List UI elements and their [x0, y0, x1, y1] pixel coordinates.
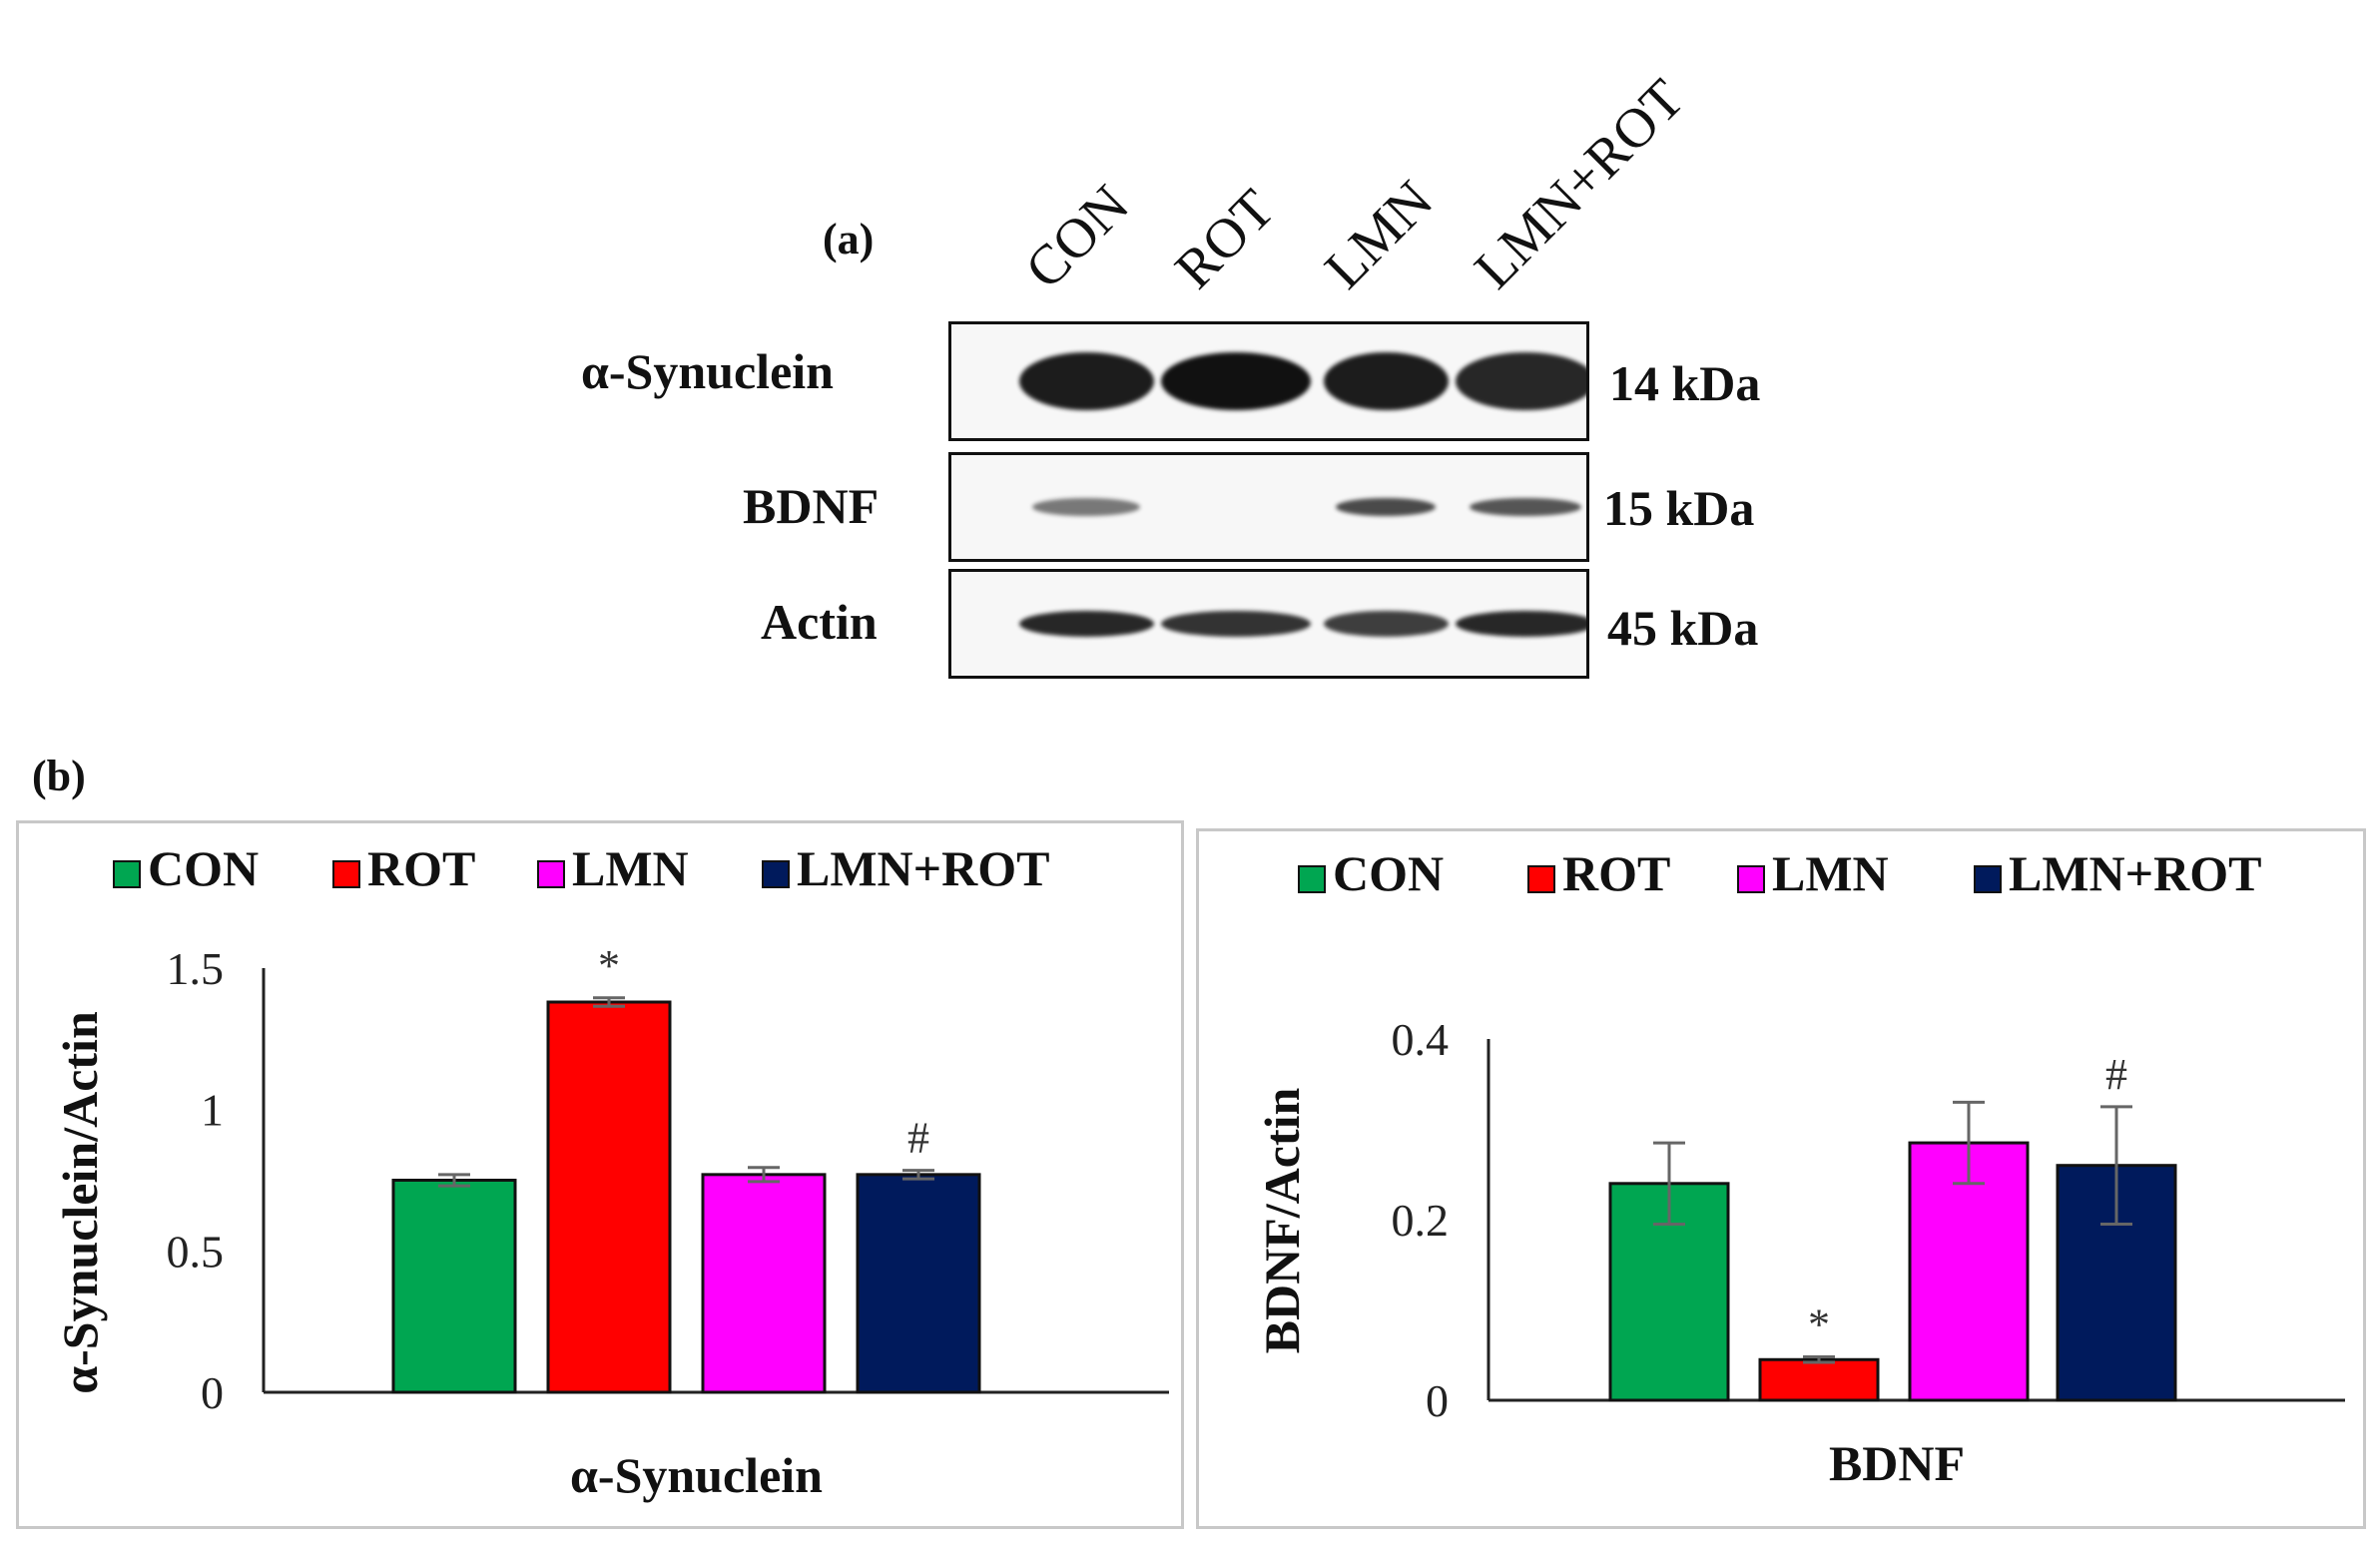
lane-label-lmn-rot: LMN+ROT	[1463, 67, 1696, 301]
y-tick-label: 0.4	[1392, 1014, 1450, 1065]
significance-marker: #	[907, 1114, 929, 1163]
y-tick-label: 1.5	[167, 943, 225, 994]
blot-band	[1018, 611, 1154, 637]
chart-bdnf-frame: CON ROT LMN LMN+ROT 0 0.2 0.4 * # BDNF/Actin BDNF	[1196, 828, 2366, 1529]
blot-synuclein	[948, 321, 1589, 441]
blot-band	[1161, 352, 1311, 410]
blot-band	[1456, 611, 1586, 637]
blot-label-actin: Actin	[761, 594, 878, 650]
x-axis-title: α-Synuclein	[570, 1447, 823, 1503]
panel-b-label: (b)	[32, 752, 86, 800]
legend-label: CON	[1333, 845, 1444, 901]
legend-swatch	[1298, 865, 1326, 893]
significance-marker: #	[2105, 1050, 2127, 1099]
significance-marker: *	[598, 941, 620, 990]
legend-label: LMN+ROT	[797, 840, 1050, 896]
blot-band	[1323, 611, 1449, 637]
legend-label: LMN	[1772, 845, 1889, 901]
bar-con	[391, 1179, 517, 1394]
legend-label: LMN+ROT	[2009, 845, 2262, 901]
kda-actin: 45 kDa	[1607, 600, 1759, 656]
blot-actin	[948, 569, 1589, 679]
x-axis-title: BDNF	[1829, 1435, 1965, 1491]
bar-lmn	[1908, 1141, 2030, 1402]
y-tick-label: 0	[1426, 1375, 1449, 1426]
blot-band	[1018, 352, 1154, 410]
kda-synuclein: 14 kDa	[1609, 355, 1761, 411]
bar-con	[1608, 1182, 1730, 1402]
legend-swatch	[762, 860, 790, 888]
blot-label-bdnf: BDNF	[743, 478, 880, 534]
y-tick-label: 1	[201, 1085, 224, 1136]
y-tick-label: 0.5	[167, 1226, 225, 1277]
significance-marker: *	[1808, 1300, 1830, 1349]
blot-band	[1161, 611, 1311, 637]
chart-synuclein-frame: CON ROT LMN LMN+ROT 0 0.5 1 1.5 * # α-Synuclein/Ac…	[16, 820, 1184, 1529]
chart-bdnf: CON ROT LMN LMN+ROT 0 0.2 0.4 * # BDNF/Actin BDNF	[1254, 845, 2345, 1491]
blot-bdnf	[948, 452, 1589, 562]
legend-swatch	[1527, 865, 1555, 893]
y-tick-label: 0	[201, 1367, 224, 1418]
legend-label: CON	[148, 840, 259, 896]
lane-label-con: CON	[1013, 173, 1141, 301]
blot-band	[1456, 352, 1586, 410]
legend-label: ROT	[367, 840, 475, 896]
y-axis-title: α-Synuclein/Actin	[52, 1011, 108, 1394]
legend-swatch	[1974, 865, 2002, 893]
legend-swatch	[113, 860, 141, 888]
blot-band	[1470, 498, 1581, 516]
panel-a-label: (a)	[823, 215, 875, 263]
bar-lmn-rot	[856, 1173, 981, 1394]
blot-band	[1032, 498, 1140, 516]
lane-label-lmn: LMN	[1313, 169, 1446, 301]
y-tick-label: 0.2	[1392, 1195, 1450, 1246]
blot-band	[1323, 352, 1449, 410]
chart-synuclein: CON ROT LMN LMN+ROT 0 0.5 1 1.5 * # α-Synuclein/Ac…	[52, 840, 1169, 1503]
legend-swatch	[537, 860, 565, 888]
blot-band	[1336, 498, 1436, 516]
lane-label-rot: ROT	[1163, 178, 1287, 301]
kda-bdnf: 15 kDa	[1603, 480, 1755, 536]
legend-label: LMN	[572, 840, 689, 896]
y-axis-title: BDNF/Actin	[1254, 1087, 1310, 1353]
bar-lmn	[701, 1173, 827, 1394]
legend-label: ROT	[1562, 845, 1670, 901]
blot-label-synuclein: α-Synuclein	[581, 343, 834, 399]
bar-rot	[1758, 1357, 1880, 1402]
legend-swatch	[332, 860, 360, 888]
legend-swatch	[1737, 865, 1765, 893]
bar-rot	[546, 1000, 672, 1394]
